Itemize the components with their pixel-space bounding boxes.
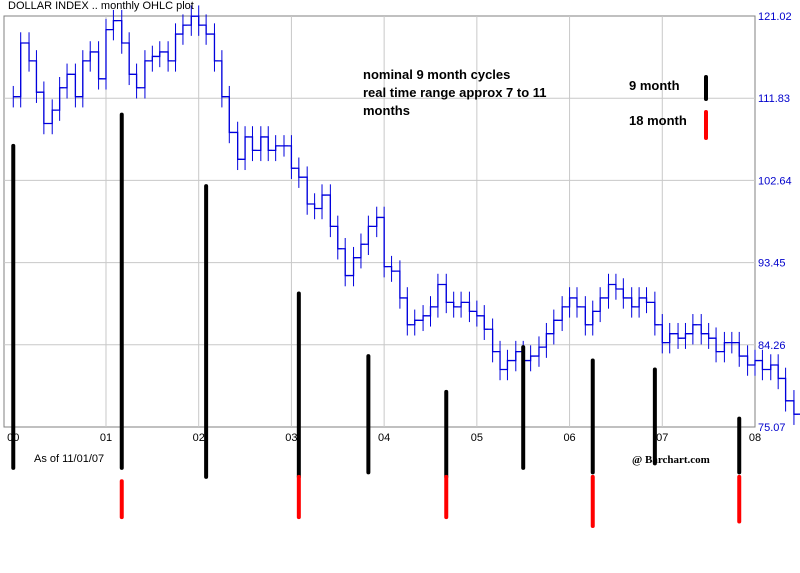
x-tick-labels: 000102030405060708 <box>7 432 761 444</box>
x-tick-label: 02 <box>193 432 205 444</box>
y-tick-label: 111.83 <box>758 93 790 105</box>
cycle-markers <box>11 112 742 529</box>
annotation-line-2: real time range approx 7 to 11 <box>363 85 547 100</box>
x-tick-label: 07 <box>656 432 668 444</box>
x-tick-label: 08 <box>749 432 761 444</box>
y-tick-label: 84.26 <box>758 340 786 352</box>
legend-label-9-month: 9 month <box>629 78 680 93</box>
x-tick-label: 01 <box>100 432 112 444</box>
y-tick-label: 121.02 <box>758 11 792 23</box>
chart-title: DOLLAR INDEX .. monthly OHLC plot <box>8 0 194 12</box>
source-credit: @ Barchart.com <box>632 454 710 466</box>
legend-label-18-month: 18 month <box>629 113 687 128</box>
annotation-line-1: nominal 9 month cycles <box>363 67 511 82</box>
x-tick-label: 05 <box>471 432 483 444</box>
x-tick-label: 06 <box>563 432 575 444</box>
as-of-date: As of 11/01/07 <box>34 453 105 465</box>
y-tick-labels: 121.02 111.83 102.64 93.45 84.26 75.07 <box>758 11 792 434</box>
y-tick-label: 102.64 <box>758 175 792 187</box>
ohlc-series <box>12 5 800 425</box>
x-tick-label: 04 <box>378 432 390 444</box>
annotation-line-3: months <box>363 103 410 118</box>
x-tick-label: 03 <box>285 432 297 444</box>
y-tick-label: 75.07 <box>758 422 786 434</box>
y-tick-label: 93.45 <box>758 258 786 270</box>
